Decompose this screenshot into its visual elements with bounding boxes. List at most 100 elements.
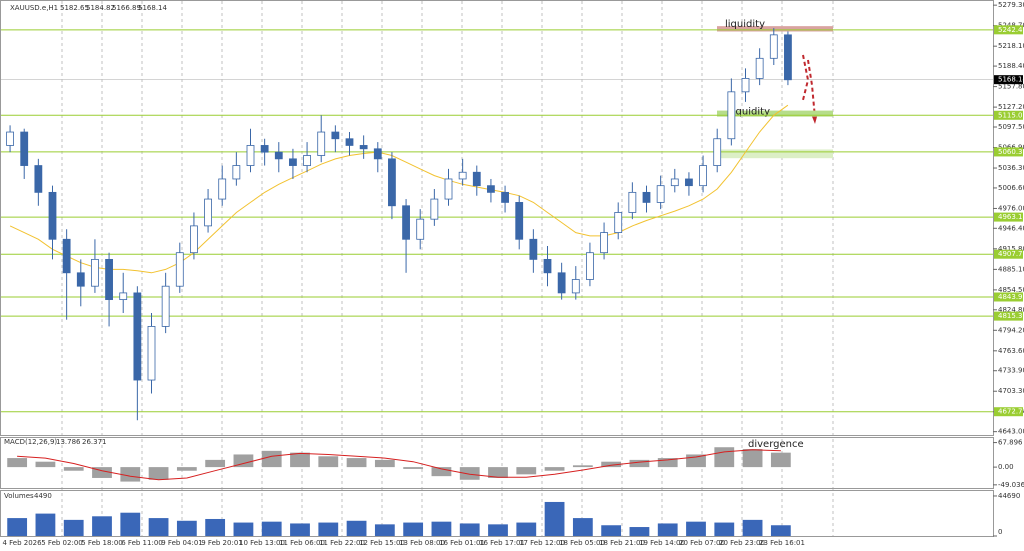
- macd-bar: [488, 467, 508, 478]
- candle-body: [784, 34, 792, 81]
- macd-bar: [714, 447, 735, 468]
- candle-body: [119, 292, 128, 301]
- level-label: 4672.75: [998, 408, 1024, 416]
- price-tag: [994, 75, 1023, 85]
- current-price-label: 5168.14: [998, 76, 1024, 84]
- zone: [717, 26, 833, 32]
- volume-bar: [403, 522, 424, 536]
- candle-body: [147, 326, 156, 381]
- header-ohlc: 5184.82: [86, 4, 115, 12]
- candle-body: [317, 131, 326, 156]
- macd-panel: [0, 437, 994, 489]
- macd-readout: 26.371: [82, 438, 107, 446]
- y-tick-label: 4794.20: [998, 326, 1024, 334]
- volume-bar: [7, 518, 28, 536]
- volume-panel: [0, 490, 994, 537]
- level-tag: [994, 292, 1023, 302]
- main-panel: [0, 0, 994, 436]
- candle-body: [303, 155, 311, 166]
- macd-readout: 13.786: [56, 438, 81, 446]
- macd-bar: [459, 467, 480, 480]
- y-tick-label: 4854.50: [998, 286, 1024, 294]
- candle-body: [699, 165, 707, 187]
- x-tick-label: 9 Feb 04:01: [161, 539, 202, 547]
- y-tick-label: 5127.20: [998, 103, 1024, 111]
- header-ohlc: 5182.65: [60, 4, 89, 12]
- header-ohlc: 5168.14: [138, 4, 167, 12]
- y-tick-label: 4915.80: [998, 245, 1024, 253]
- y-tick-label: 4763.60: [998, 347, 1024, 355]
- candle-body: [289, 158, 297, 166]
- candle-body: [331, 131, 340, 140]
- volume-bar: [92, 516, 112, 536]
- macd-signal: [17, 449, 781, 481]
- volume-bar: [459, 523, 480, 536]
- macd-bar: [261, 450, 282, 468]
- macd-bar: [403, 467, 424, 469]
- y-tick-label: 4733.90: [998, 367, 1024, 375]
- level-tag: [994, 249, 1023, 259]
- volume-bar: [686, 521, 706, 536]
- volume-bar: [488, 524, 508, 536]
- candle-body: [769, 34, 778, 59]
- candle-body: [614, 212, 623, 233]
- level-label: 4963.11: [998, 213, 1024, 221]
- level-tag: [994, 25, 1023, 35]
- macd-bar: [290, 452, 310, 468]
- candle-body: [48, 191, 57, 240]
- candle-body: [373, 148, 382, 160]
- y-tick-label: 5006.60: [998, 184, 1024, 192]
- candle-body: [741, 78, 750, 93]
- volume-tick-label: 0: [998, 528, 1002, 536]
- candle-body: [487, 185, 495, 193]
- y-tick-label: 5097.50: [998, 123, 1024, 131]
- macd-bar: [205, 459, 226, 468]
- volume-bar: [176, 520, 197, 536]
- volume-name: Volumes: [4, 492, 34, 500]
- level-label: 4843.90: [998, 293, 1024, 301]
- candle-body: [430, 198, 439, 220]
- macd-bar: [374, 459, 395, 468]
- macd-name: MACD(12,26,9): [4, 438, 57, 446]
- candle-body: [402, 205, 410, 240]
- level-tag: [994, 110, 1023, 120]
- x-tick-label: 9 Feb 20:01: [201, 539, 242, 547]
- x-tick-label: 17 Feb 12:00: [519, 539, 565, 547]
- candle-body: [62, 238, 71, 274]
- candle-body: [359, 145, 368, 150]
- y-tick-label: 5188.40: [998, 62, 1024, 70]
- candle-body: [727, 91, 736, 140]
- volume-bar: [742, 519, 763, 536]
- candle-body: [20, 131, 29, 166]
- x-tick-label: 5 Feb 18:00: [81, 539, 122, 547]
- y-tick-label: 5218.10: [998, 42, 1024, 50]
- candle-body: [600, 232, 608, 254]
- candle-body: [557, 272, 566, 294]
- volume-bar: [572, 518, 593, 536]
- candle-body: [713, 138, 722, 166]
- volume-bar: [714, 522, 735, 536]
- macd-tick-label: 67.896: [998, 439, 1023, 447]
- macd-bar: [318, 456, 339, 468]
- zone: [717, 149, 833, 159]
- moving-average: [9, 104, 789, 274]
- zone-label: liquidity: [725, 19, 765, 30]
- y-tick-label: 4643.00: [998, 428, 1024, 436]
- x-tick-label: 16 Feb 01:01: [439, 539, 485, 547]
- volume-bar: [770, 525, 791, 536]
- y-tick-label: 4885.10: [998, 265, 1024, 273]
- volume-bar: [431, 521, 452, 536]
- y-tick-label: 4976.00: [998, 204, 1024, 212]
- candle-body: [529, 238, 538, 260]
- candle-body: [34, 165, 43, 193]
- level-tag: [994, 311, 1023, 321]
- level-label: 5242.49: [998, 26, 1024, 34]
- volume-bar: [290, 523, 310, 536]
- volume-bar: [148, 518, 169, 536]
- x-tick-label: 11 Feb 22:00: [319, 539, 365, 547]
- volume-bar: [346, 520, 367, 536]
- macd-bar: [148, 467, 169, 480]
- volume-bar: [629, 527, 650, 536]
- volume-bar: [35, 513, 56, 536]
